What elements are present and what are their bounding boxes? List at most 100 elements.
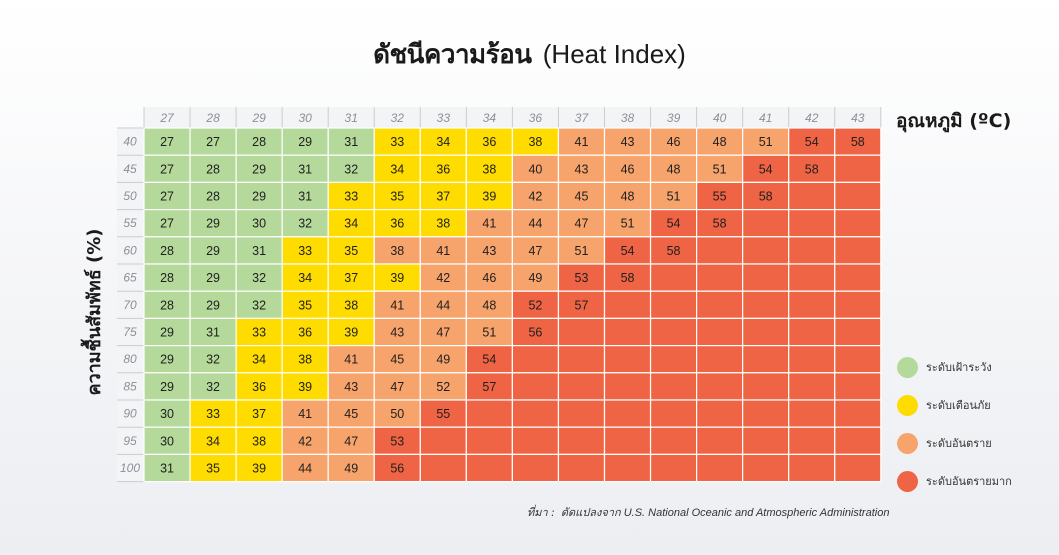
cell-value: 47 xyxy=(344,434,358,448)
y-tick-label: 65 xyxy=(123,271,137,285)
heatmap-cell xyxy=(511,209,560,238)
heatmap-cell xyxy=(742,345,790,374)
heatmap-cell xyxy=(649,290,698,320)
heatmap-cell xyxy=(281,209,329,238)
heatmap-cell xyxy=(189,209,237,238)
cell-value: 35 xyxy=(390,190,404,204)
heatmap-cell xyxy=(649,317,698,347)
heatmap-cell xyxy=(465,263,514,292)
heatmap-cell xyxy=(327,317,375,347)
legend-label-danger: ระดับอันตราย xyxy=(926,437,992,450)
cell-value: 53 xyxy=(390,434,404,448)
heatmap-cell xyxy=(235,127,283,156)
y-tick-label: 60 xyxy=(123,243,137,257)
heatmap-cell xyxy=(373,209,421,238)
heatmap-cell xyxy=(143,209,191,238)
heatmap-cell xyxy=(189,426,237,456)
cell-value: 30 xyxy=(160,407,174,421)
heatmap-cell xyxy=(143,345,191,374)
cell-value: 47 xyxy=(575,217,589,231)
cell-value: 27 xyxy=(160,162,174,176)
heatmap-cell xyxy=(281,453,329,483)
cell-value: 32 xyxy=(298,217,312,231)
cell-value: 41 xyxy=(390,298,404,312)
cell-value: 39 xyxy=(298,380,312,394)
heatmap-cell xyxy=(788,345,836,374)
cell-value: 29 xyxy=(206,271,220,285)
cell-value: 35 xyxy=(298,298,312,312)
cell-value: 28 xyxy=(252,135,266,149)
cell-value: 48 xyxy=(621,190,635,204)
cell-value: 43 xyxy=(575,162,589,176)
cell-value: 31 xyxy=(298,190,312,204)
heatmap-cell xyxy=(649,453,698,483)
heatmap-cell xyxy=(327,426,375,456)
cell-value: 47 xyxy=(390,380,404,394)
heatmap-cell xyxy=(788,290,836,320)
cell-value: 42 xyxy=(436,271,450,285)
cell-value: 51 xyxy=(621,217,635,231)
y-tick-label: 85 xyxy=(123,379,137,393)
cell-value: 39 xyxy=(344,326,358,340)
cell-value: 53 xyxy=(575,271,589,285)
heatmap-cell xyxy=(834,154,882,183)
cell-value: 58 xyxy=(621,271,635,285)
cell-value: 29 xyxy=(206,298,220,312)
cell-value: 58 xyxy=(805,162,819,176)
y-tick-label: 100 xyxy=(120,461,140,475)
cell-value: 41 xyxy=(436,244,450,258)
cell-value: 33 xyxy=(390,135,404,149)
cell-value: 54 xyxy=(667,217,681,231)
heatmap-cell xyxy=(834,372,882,401)
cell-value: 34 xyxy=(436,135,450,149)
cell-value: 51 xyxy=(759,135,773,149)
cell-value: 38 xyxy=(298,353,312,367)
x-tick-label: 42 xyxy=(805,111,819,125)
heatmap-cell xyxy=(235,154,283,183)
heatmap-cell xyxy=(189,453,237,483)
chart-title-thai: ดัชนีความร้อน xyxy=(373,40,532,70)
y-tick-label: 80 xyxy=(123,352,137,366)
cell-value: 56 xyxy=(528,326,542,340)
cell-value: 38 xyxy=(390,244,404,258)
cell-value: 45 xyxy=(575,190,589,204)
heatmap-cell xyxy=(465,426,514,456)
x-tick-label: 29 xyxy=(251,111,266,125)
heatmap-cell xyxy=(511,290,560,320)
heatmap-cell xyxy=(373,399,421,428)
legend-swatch-green xyxy=(897,356,918,378)
heatmap-cell xyxy=(557,453,606,483)
cell-value: 35 xyxy=(206,462,220,476)
y-axis-strip xyxy=(117,128,144,482)
cell-value: 34 xyxy=(206,434,220,448)
cell-value: 28 xyxy=(160,271,174,285)
legend-swatch-orange xyxy=(897,432,918,454)
heatmap-cell xyxy=(327,372,375,401)
heatmap-cell xyxy=(695,263,744,292)
heatmap-cell xyxy=(281,399,329,428)
heatmap-cell xyxy=(419,317,467,347)
cell-value: 30 xyxy=(160,434,174,448)
y-tick-label: 95 xyxy=(123,434,137,448)
heatmap-cell xyxy=(235,426,283,456)
legend-label-watch: ระดับเฝ้าระวัง xyxy=(926,361,992,374)
cell-value: 55 xyxy=(713,190,727,204)
heatmap-cell xyxy=(695,290,744,320)
cell-value: 36 xyxy=(252,380,266,394)
cell-value: 47 xyxy=(528,244,542,258)
heatmap-cell xyxy=(788,181,836,211)
heatmap-cell xyxy=(649,181,698,211)
x-tick-label: 28 xyxy=(205,111,220,125)
x-tick-label: 41 xyxy=(759,111,772,125)
cell-value: 34 xyxy=(344,217,358,231)
cell-value: 33 xyxy=(252,326,266,340)
heatmap-cell xyxy=(742,236,790,265)
x-tick-label: 40 xyxy=(713,111,727,125)
heatmap-cell xyxy=(281,154,329,183)
cell-value: 44 xyxy=(528,217,542,231)
cell-value: 38 xyxy=(482,162,496,176)
cell-value: 34 xyxy=(390,162,404,176)
heatmap-cell xyxy=(327,181,375,211)
heatmap-cell xyxy=(834,399,882,428)
x-tick-label: 27 xyxy=(159,111,175,125)
